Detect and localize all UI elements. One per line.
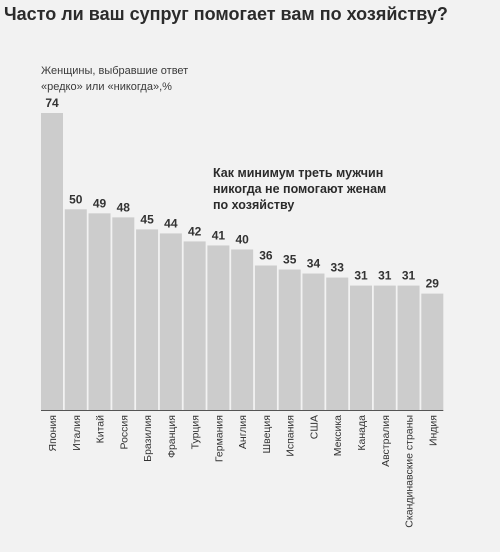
category-label-16: Индия — [427, 415, 439, 446]
subtitle-line-2: «редко» или «никогда»,% — [41, 81, 172, 93]
value-label-8: 40 — [235, 232, 249, 246]
annotation-line-3: по хозяйству — [213, 198, 295, 212]
value-label-12: 33 — [331, 261, 345, 275]
bar-4 — [136, 229, 159, 410]
bar-9 — [254, 265, 277, 410]
category-label-15: Скандинавские страны — [404, 415, 416, 528]
bar-7 — [207, 245, 230, 410]
bar-8 — [231, 249, 254, 410]
bar-10 — [278, 269, 301, 410]
value-label-10: 35 — [283, 253, 297, 267]
category-label-10: Испания — [285, 415, 297, 457]
bar-0 — [41, 113, 63, 410]
value-label-13: 31 — [354, 269, 368, 283]
bar-1 — [64, 209, 87, 410]
category-label-9: Швеция — [261, 415, 273, 454]
bar-14 — [373, 285, 396, 410]
bar-11 — [302, 273, 325, 410]
value-label-5: 44 — [164, 216, 178, 230]
bar-2 — [88, 213, 111, 410]
category-label-0: Япония — [47, 415, 59, 451]
category-label-7: Германия — [213, 415, 225, 462]
bar-6 — [183, 241, 206, 410]
value-label-7: 41 — [212, 228, 226, 242]
bar-15 — [397, 285, 420, 410]
category-label-5: Франция — [166, 415, 178, 458]
chart-title: Часто ли ваш супруг помогает вам по хозя… — [4, 4, 448, 24]
category-labels-group: Япония Италия Китай Россия Бразилия Франция Ту… — [47, 415, 439, 528]
value-label-3: 48 — [117, 200, 131, 214]
value-label-15: 31 — [402, 269, 416, 283]
chart-subtitle: Женщины, выбравшие ответ «редко» или «ни… — [41, 63, 188, 95]
bar-16 — [421, 293, 444, 410]
bars-group — [41, 113, 444, 410]
bar-3 — [112, 217, 135, 410]
category-label-8: Англия — [237, 415, 249, 449]
value-label-16: 29 — [426, 277, 440, 291]
bar-13 — [350, 285, 373, 410]
value-label-2: 49 — [93, 196, 107, 210]
bar-12 — [326, 277, 349, 410]
value-label-6: 42 — [188, 224, 202, 238]
category-label-14: Австралия — [380, 415, 392, 467]
value-labels-group: 74 50 49 48 45 44 42 41 40 36 35 34 33 31 31 31 29 — [45, 96, 439, 291]
category-label-12: Мексика — [332, 415, 344, 456]
value-label-4: 45 — [140, 212, 154, 226]
category-label-4: Бразилия — [142, 415, 154, 462]
category-label-1: Италия — [71, 415, 83, 451]
category-label-6: Турция — [190, 415, 202, 449]
value-label-14: 31 — [378, 269, 392, 283]
category-label-2: Китай — [95, 415, 107, 444]
annotation-line-1: Как минимум треть мужчин — [213, 166, 384, 180]
value-label-0: 74 — [45, 96, 59, 110]
category-label-13: Канада — [356, 415, 368, 451]
chart-annotation: Как минимум треть мужчин никогда не помо… — [213, 165, 413, 213]
annotation-line-2: никогда не помогают женам — [213, 182, 387, 196]
value-label-11: 34 — [307, 257, 321, 271]
value-label-9: 36 — [259, 249, 273, 263]
value-label-1: 50 — [69, 192, 83, 206]
category-label-11: США — [308, 415, 320, 439]
bar-5 — [159, 233, 182, 410]
subtitle-line-1: Женщины, выбравшие ответ — [41, 65, 189, 77]
category-label-3: Россия — [118, 415, 130, 449]
